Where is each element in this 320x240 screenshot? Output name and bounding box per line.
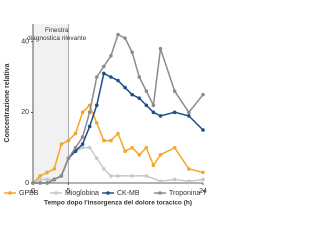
data-point [144, 103, 149, 108]
data-point [172, 177, 177, 182]
window-shade [33, 24, 69, 183]
data-point [201, 92, 205, 97]
data-point [187, 110, 191, 115]
data-point [187, 167, 191, 171]
data-point [201, 170, 205, 175]
data-point [87, 145, 92, 150]
data-point [73, 145, 78, 150]
legend-marker [106, 191, 110, 195]
x-axis-label: Tempo dopo l'insorgenza del dolore torac… [44, 200, 192, 207]
data-point [130, 174, 134, 178]
data-point [38, 177, 42, 182]
data-point [45, 181, 49, 185]
data-point [172, 110, 177, 115]
data-point [109, 54, 113, 58]
legend-marker [54, 191, 58, 195]
data-point [137, 75, 142, 79]
legend-marker [158, 191, 162, 195]
data-point [187, 114, 191, 118]
data-point [52, 177, 57, 182]
data-point [52, 167, 57, 171]
data-point [158, 114, 163, 118]
data-point [187, 179, 191, 184]
data-point [66, 138, 71, 143]
data-point [102, 64, 106, 69]
x-tick-label: 24 [199, 188, 207, 195]
data-point [158, 179, 163, 184]
data-point [123, 36, 127, 40]
data-point [38, 181, 42, 185]
data-point [109, 138, 113, 143]
data-point [137, 96, 142, 100]
data-point [116, 78, 120, 83]
data-point [66, 156, 71, 161]
data-point [116, 32, 120, 37]
data-point [123, 85, 127, 90]
legend-label: GPBB [19, 190, 39, 197]
data-point [201, 177, 205, 182]
data-point [102, 138, 106, 143]
legend-label: Mioglobina [65, 190, 99, 197]
data-point [59, 142, 64, 146]
data-point [87, 110, 92, 115]
y-tick-label: 20 [21, 109, 29, 116]
y-tick-label: 40 [21, 39, 29, 46]
x-tick-label: 5 [66, 188, 70, 195]
data-point [116, 174, 120, 178]
data-point [59, 174, 64, 178]
data-point [80, 135, 85, 139]
data-point [87, 124, 92, 129]
y-tick-label: 0 [25, 180, 29, 187]
data-point [80, 110, 85, 115]
y-axis-label: Concentrazione relativa [4, 63, 11, 142]
data-point [151, 163, 156, 168]
data-point [109, 174, 113, 178]
data-point [172, 145, 177, 150]
data-point [38, 174, 42, 178]
data-point [80, 145, 85, 150]
data-point [130, 92, 134, 97]
data-point [151, 110, 156, 115]
data-point [116, 131, 120, 136]
data-point [158, 46, 163, 51]
data-point [45, 177, 49, 182]
chart: Concentrazione relativa Tempo dopo l'ins… [4, 24, 207, 207]
data-point [94, 156, 99, 161]
window-label: Finestra diagnostica rilevante [27, 27, 87, 42]
data-point [94, 121, 99, 125]
data-point [144, 174, 149, 178]
data-point [144, 89, 149, 93]
data-point [123, 149, 127, 153]
data-point [172, 89, 177, 93]
data-point [31, 181, 35, 185]
data-point [80, 142, 85, 146]
series-line [33, 33, 204, 184]
data-point [130, 50, 134, 55]
legend-marker [8, 191, 12, 195]
data-point [94, 75, 99, 79]
data-point [201, 128, 205, 132]
data-point [137, 152, 142, 157]
data-point [94, 103, 99, 108]
data-point [73, 131, 78, 136]
legend-label: CK-MB [117, 190, 140, 197]
series-line [32, 103, 204, 184]
data-point [130, 145, 134, 150]
data-point [102, 71, 106, 76]
data-point [109, 75, 113, 79]
data-point [144, 145, 149, 150]
data-point [45, 170, 49, 175]
x-tick-label: 0 [31, 188, 35, 195]
data-point [158, 152, 163, 157]
legend-label: Troponina T [169, 190, 207, 197]
data-point [151, 103, 156, 108]
data-point [102, 167, 106, 171]
